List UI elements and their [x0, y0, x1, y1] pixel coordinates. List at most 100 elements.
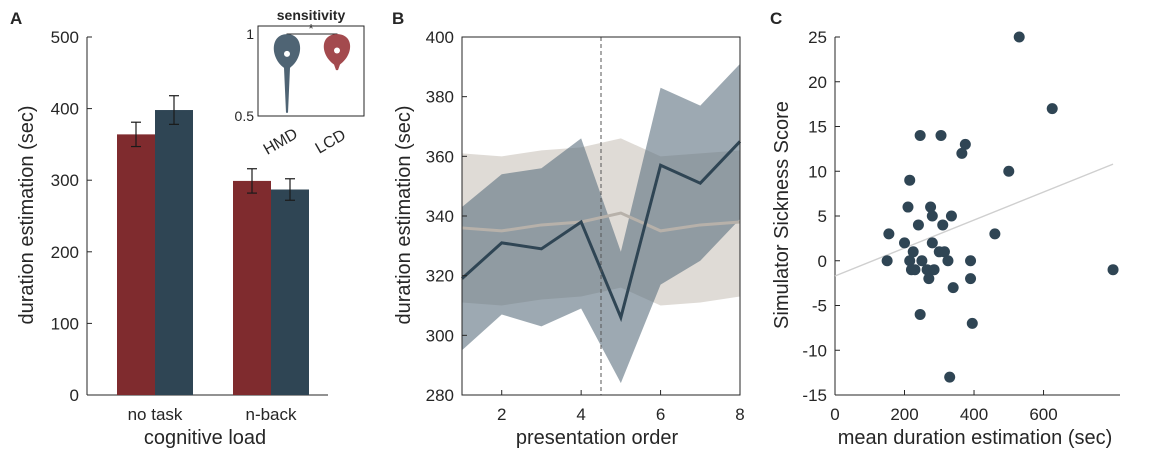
panel-a-inset: sensitivity * 0.5 1 HMD LCD — [235, 7, 365, 159]
panel-c-plot: -15 -10 -5 0 5 10 15 20 25 0 200 400 600 — [802, 28, 1120, 424]
scatter-point — [904, 255, 916, 267]
panel-c-ytick-label: -5 — [812, 297, 827, 316]
scatter-point — [942, 255, 954, 267]
inset-xtick-label: LCD — [313, 127, 349, 158]
panel-c-ytick-label: 10 — [808, 162, 827, 181]
scatter-point — [945, 210, 957, 222]
scatter-point — [916, 255, 928, 267]
panel-b-xtick-label: 4 — [576, 405, 585, 424]
panel-b-xtick-label: 6 — [656, 405, 665, 424]
panel-c-ytick-label: 15 — [808, 118, 827, 137]
panel-b-letter: B — [392, 9, 404, 28]
scatter-point — [928, 264, 940, 276]
panel-b-ytick-label: 340 — [426, 207, 454, 226]
panel-b-ytick-label: 320 — [426, 267, 454, 286]
panel-b-ytick-label: 360 — [426, 147, 454, 166]
scatter-point — [914, 308, 926, 320]
scatter-point — [944, 371, 956, 383]
bar — [155, 110, 193, 396]
violin-median — [334, 47, 340, 54]
scatter-point — [956, 147, 968, 159]
inset-frame — [257, 25, 365, 117]
scatter-point — [965, 255, 977, 267]
scatter-point — [902, 201, 914, 213]
line-lcd — [461, 211, 741, 233]
panel-a-xtick-label: no task — [128, 405, 183, 424]
violin — [273, 34, 301, 113]
panel-a-ytick-label: 100 — [51, 314, 79, 333]
panel-a-ylabel: duration estimation (sec) — [16, 106, 38, 325]
panel-b-xtick-label: 2 — [497, 405, 506, 424]
scatter-point — [909, 264, 921, 276]
panel-c-ytick-label: 25 — [808, 28, 827, 47]
inset-xtick-label: HMD — [261, 126, 301, 159]
scatter-point — [1013, 31, 1025, 43]
scatter-point — [966, 317, 978, 329]
panel-a-xtick-label: n-back — [245, 405, 297, 424]
panel-c-xtick-label: 600 — [1029, 405, 1057, 424]
inset-title: sensitivity — [277, 7, 346, 23]
inset-ytick-label: 1 — [246, 26, 254, 42]
panel-c-ytick-label: 5 — [818, 207, 827, 226]
panel-a-ytick-label: 0 — [70, 386, 79, 405]
scatter-point — [883, 228, 895, 240]
inset-significance: * — [308, 21, 313, 36]
panel-a-axes: 0 100 200 300 400 500 no task n-back — [51, 28, 328, 424]
panel-b: B 280 300 320 340 360 380 400 2 4 6 8 duration est… — [392, 9, 745, 449]
panel-a-ytick-label: 500 — [51, 28, 79, 47]
scatter-point — [899, 237, 911, 249]
scatter-point — [947, 282, 959, 294]
panel-c-xtick-label: 0 — [830, 405, 839, 424]
panel-c: C -15 -10 -5 0 5 10 15 20 25 0 200 400 600 Simulator… — [770, 9, 1120, 449]
panel-b-ylabel: duration estimation (sec) — [393, 106, 415, 325]
scatter-point — [1003, 165, 1015, 177]
bar — [117, 134, 155, 395]
panel-a-xlabel: cognitive load — [144, 427, 266, 449]
band-hmd — [462, 63, 740, 384]
scatter-point — [935, 129, 947, 141]
panel-b-plot: 280 300 320 340 360 380 400 2 4 6 8 — [426, 28, 745, 424]
panel-c-xtick-label: 400 — [960, 405, 988, 424]
panel-b-xtick-label: 8 — [735, 405, 744, 424]
panel-b-ytick-label: 280 — [426, 386, 454, 405]
scatter-point — [881, 255, 893, 267]
panel-a-bars — [117, 95, 309, 396]
violin-median — [284, 50, 290, 57]
scatter-point — [926, 237, 938, 249]
scatter-point — [959, 138, 971, 150]
panel-c-ytick-label: 20 — [808, 73, 827, 92]
panel-c-xtick-label: 200 — [890, 405, 918, 424]
scatter-point — [926, 210, 938, 222]
inset-ytick-label: 0.5 — [235, 108, 255, 124]
scatter-point — [925, 201, 937, 213]
panel-c-xlabel: mean duration estimation (sec) — [838, 427, 1113, 449]
scatter-point — [904, 174, 916, 186]
bar — [233, 180, 271, 395]
panel-a-ytick-label: 400 — [51, 100, 79, 119]
panel-c-ytick-label: -10 — [802, 341, 827, 360]
scatter-point — [989, 228, 1001, 240]
panel-c-letter: C — [770, 9, 782, 28]
scatter-point — [912, 219, 924, 231]
fit-line — [834, 163, 1114, 277]
panel-c-ytick-label: 0 — [818, 252, 827, 271]
panel-a-letter: A — [10, 9, 22, 28]
scatter-point — [937, 219, 949, 231]
scatter-point — [965, 273, 977, 285]
panel-b-ytick-label: 300 — [426, 326, 454, 345]
panel-a-ytick-label: 200 — [51, 243, 79, 262]
scatter-point — [938, 246, 950, 258]
scatter-point — [1107, 264, 1119, 276]
panel-a: A 0 100 200 300 400 500 no task n-back duration… — [10, 7, 365, 449]
scatter-point — [914, 129, 926, 141]
scatter-point — [1046, 103, 1058, 115]
scatter-point — [923, 273, 935, 285]
bar — [271, 189, 309, 395]
panel-b-ytick-label: 400 — [426, 28, 454, 47]
panel-b-ytick-label: 380 — [426, 88, 454, 107]
scatter-point — [907, 246, 919, 258]
panel-a-ytick-label: 300 — [51, 171, 79, 190]
panel-c-ytick-label: -15 — [802, 386, 827, 405]
panel-b-xlabel: presentation order — [516, 427, 679, 449]
